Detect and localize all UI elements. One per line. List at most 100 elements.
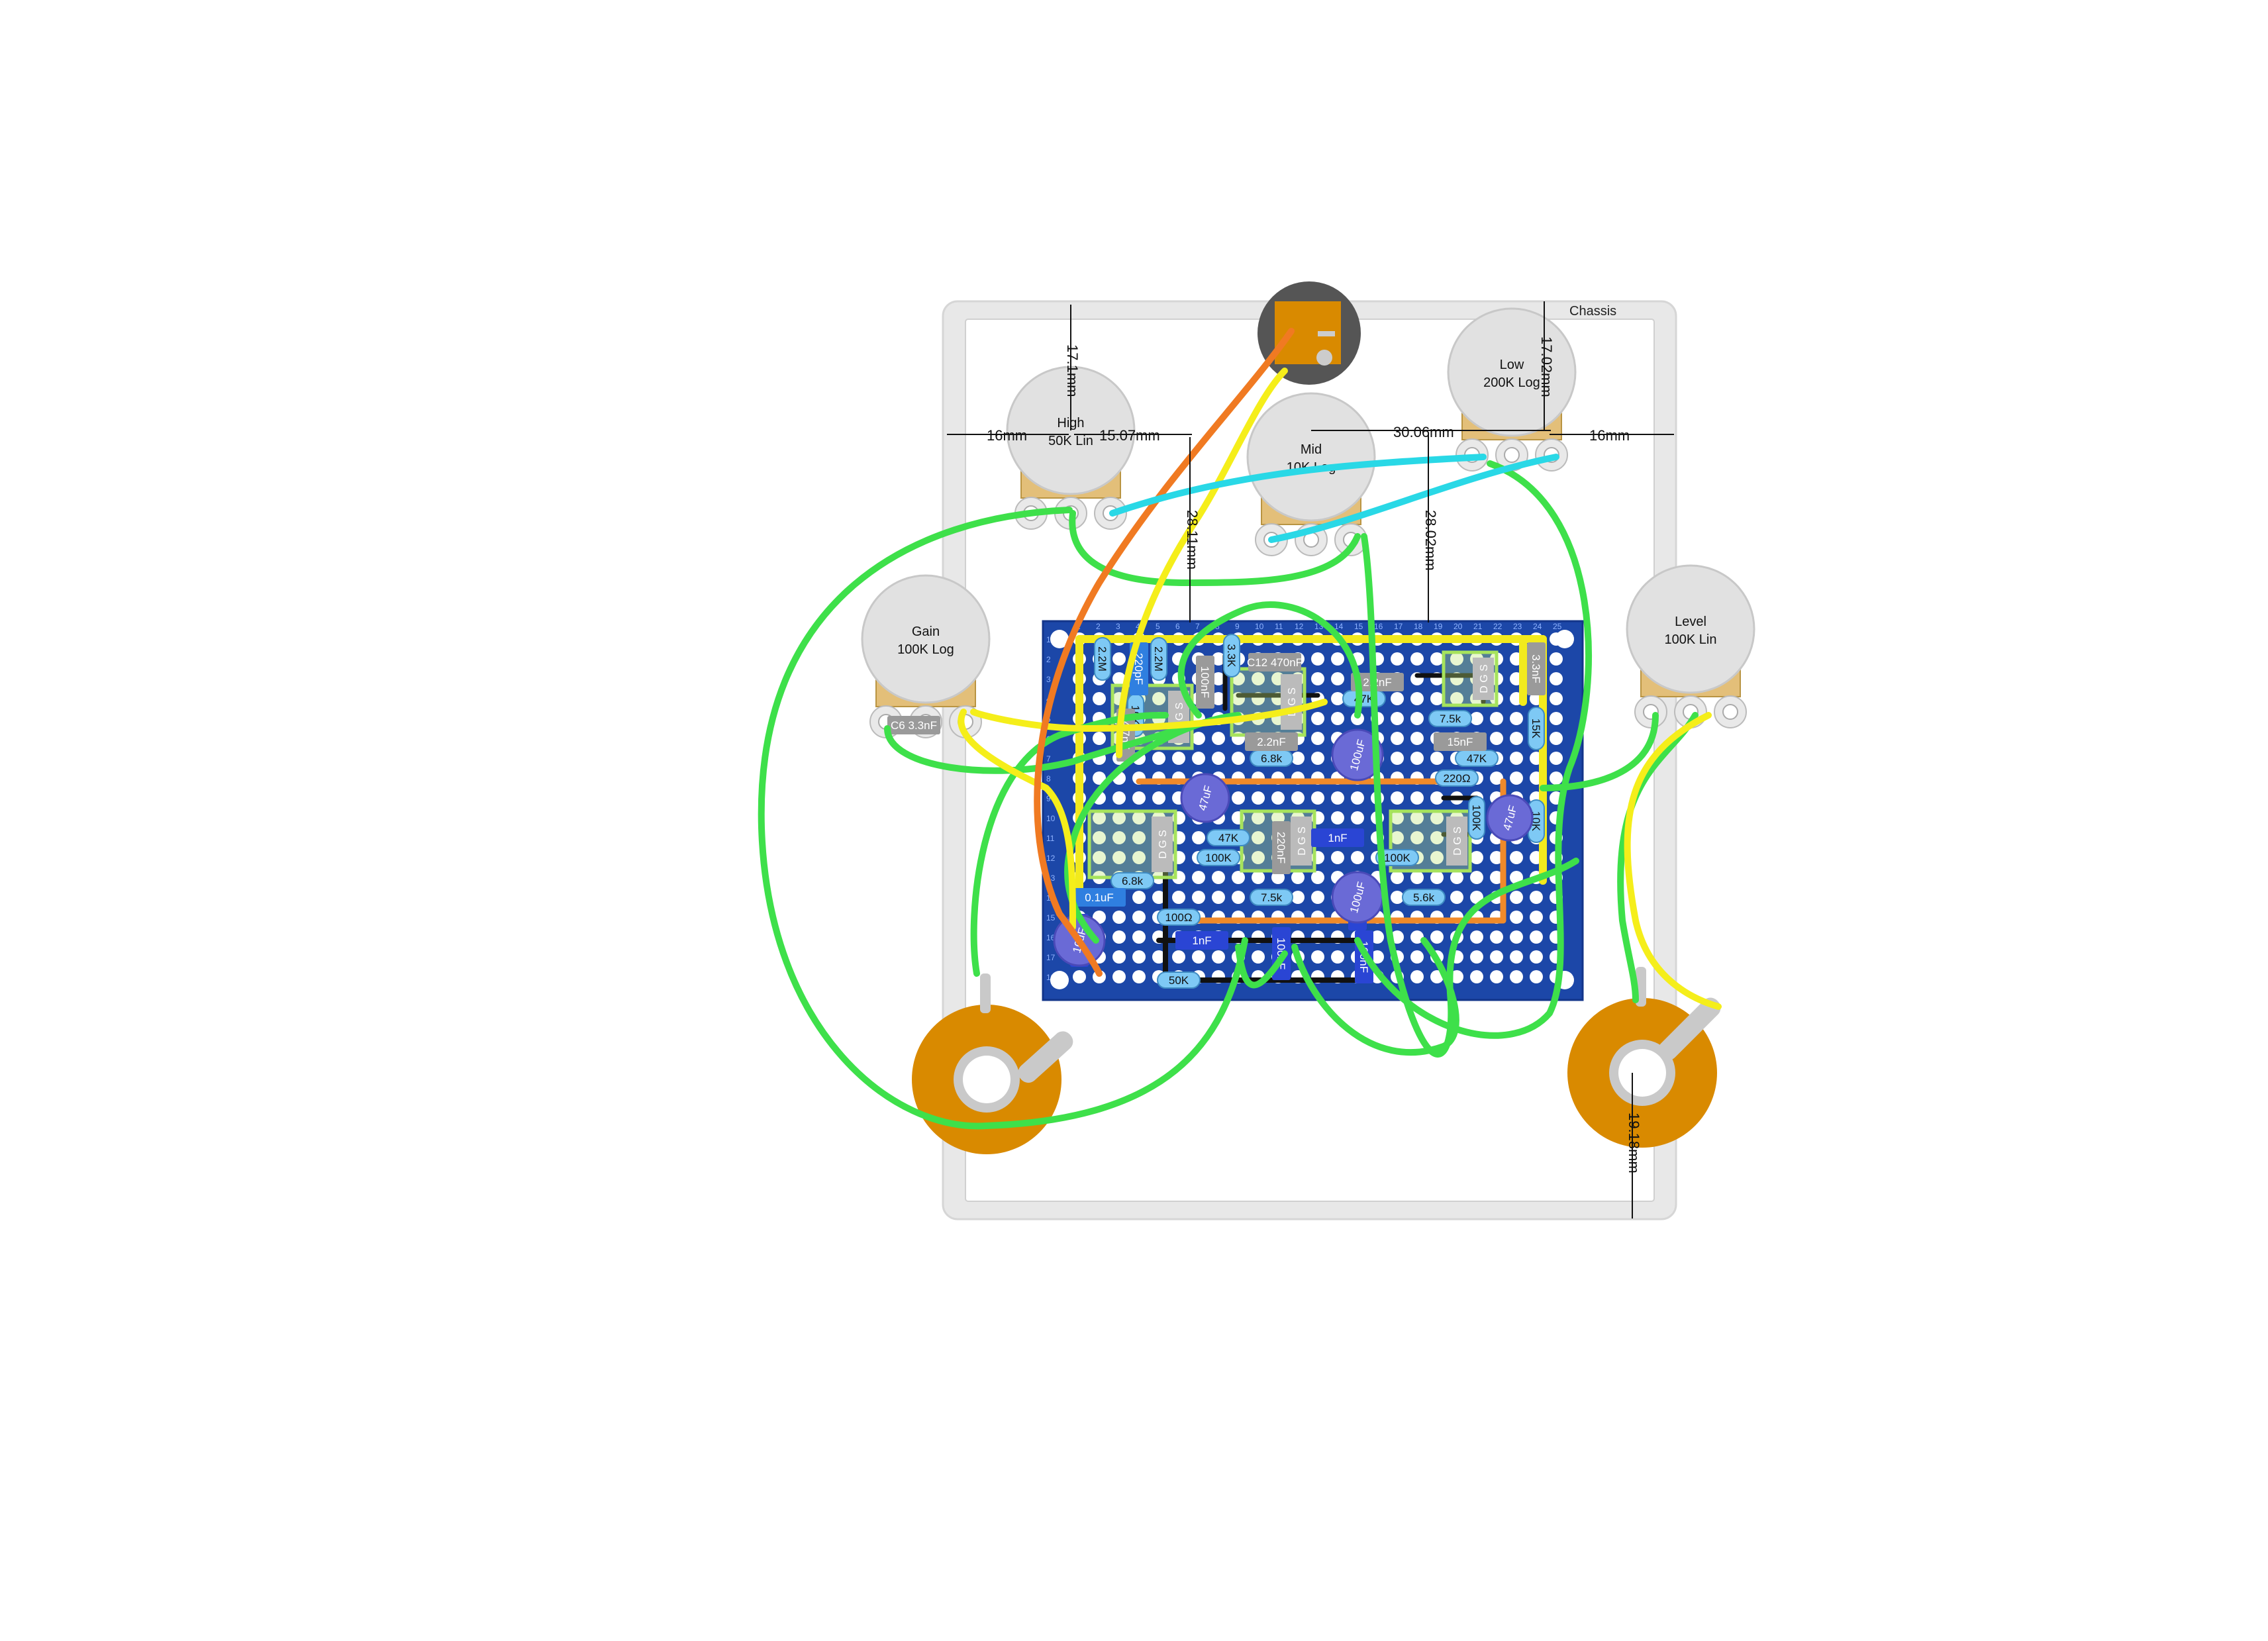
resistor-label: 5.6k [1413, 891, 1435, 904]
board-row-number: 11 [1046, 834, 1055, 843]
resistor-label: 2.2M [1152, 646, 1165, 671]
resistor-body [1375, 849, 1419, 866]
jfet-body [1281, 674, 1302, 730]
electrolytic-capacitor: 100uF [1331, 871, 1384, 924]
resistor-label: 47K [1218, 832, 1239, 844]
film-capacitor: 100nF [1196, 656, 1214, 709]
resistor-label: 6.8k [1261, 752, 1283, 765]
capacitor-label: C12 470nF [1247, 656, 1303, 669]
input-jack [912, 973, 1073, 1154]
board-hole [1371, 950, 1384, 964]
board-hole [1391, 692, 1404, 705]
jfet-pin-label: D G S [1158, 830, 1169, 859]
mounting-hole [1050, 971, 1069, 989]
board-hole [1311, 732, 1324, 745]
board-hole [1530, 950, 1543, 964]
board-hole [1331, 791, 1344, 805]
jfet: D G S [1442, 650, 1499, 707]
resistor: 2.2M [1094, 637, 1111, 681]
resistor: 47K [1342, 690, 1386, 707]
dimension-label: 17.02mm [1538, 336, 1555, 397]
capacitor-body [1486, 794, 1534, 842]
board-hole [1410, 732, 1424, 745]
resistor-label: 100K [1205, 852, 1232, 864]
capacitor-body [1175, 931, 1228, 950]
capacitor-label: 100nF [1199, 666, 1211, 698]
board-hole [1093, 831, 1106, 844]
board-hole [1311, 871, 1324, 884]
board-hole [1510, 871, 1523, 884]
resistor: 5.6k [1402, 889, 1446, 906]
resistor: 6.8k [1110, 872, 1154, 889]
capacitor-label: 220nF [1275, 832, 1287, 864]
board-row-number: 1 [1046, 635, 1051, 644]
resistor-label: 50K [1169, 974, 1189, 987]
pot-name: Mid [1301, 442, 1322, 457]
board-hole [1252, 831, 1265, 844]
capacitor-label: 1nF [1192, 934, 1211, 947]
film-capacitor: C12 470nF [1247, 653, 1303, 671]
board-hole [1410, 652, 1424, 666]
film-capacitor: 0.1uF [1073, 888, 1126, 907]
resistor-body [1197, 849, 1240, 866]
board-hole [1311, 712, 1324, 725]
board-hole [1510, 732, 1523, 745]
board-hole [1311, 752, 1324, 765]
resistor-label: 3.3K [1225, 644, 1238, 668]
film-capacitor: 2.2nF [1245, 732, 1298, 751]
dimension-annotations [947, 301, 1674, 1218]
board-hole [1391, 891, 1404, 904]
pot-value: 100K Log [897, 642, 954, 657]
pot-gain: Gain 100K Log [861, 574, 991, 738]
pot-knob [1626, 564, 1755, 694]
dimension-label: 28.02mm [1422, 510, 1439, 571]
capacitor-label: 15nF [1448, 736, 1473, 748]
board-hole [1430, 791, 1444, 805]
jfet: D G S [1230, 667, 1307, 737]
board-hole [1152, 950, 1165, 964]
board-hole [1351, 851, 1364, 864]
board-hole [1391, 652, 1404, 666]
board-hole [1550, 712, 1563, 725]
board-hole [1530, 970, 1543, 983]
board-hole [1430, 851, 1444, 864]
board-hole [1252, 851, 1265, 864]
board-hole [1391, 811, 1404, 824]
board-hole [1430, 871, 1444, 884]
resistor: 100Ω [1157, 909, 1201, 926]
pot-value: 200K Log [1483, 375, 1540, 390]
resistor-label: 220Ω [1443, 772, 1470, 785]
capacitor-label: 2.2nF [1257, 736, 1285, 748]
board-hole [1311, 672, 1324, 685]
board-hole [1093, 851, 1106, 864]
pot-name: Gain [912, 624, 940, 639]
board-hole [1490, 771, 1503, 785]
board-hole [1212, 692, 1225, 705]
board-hole [1391, 831, 1404, 844]
resistor-label: 47K [1467, 752, 1487, 765]
board-hole [1112, 950, 1126, 964]
board-hole [1510, 970, 1523, 983]
board-hole [1192, 732, 1205, 745]
resistor-body [1157, 971, 1201, 989]
board-hole [1331, 950, 1344, 964]
capacitor-body [1434, 732, 1487, 751]
board-column-number: 15 [1354, 622, 1363, 631]
board-hole [1470, 930, 1483, 944]
board-hole [1410, 871, 1424, 884]
board-hole [1510, 891, 1523, 904]
board-hole [1311, 791, 1324, 805]
board-hole [1490, 851, 1503, 864]
board-row-number: 16 [1046, 933, 1056, 942]
board-hole [1311, 652, 1324, 666]
board-hole [1093, 692, 1106, 705]
board-hole [1331, 692, 1344, 705]
film-capacitor: 1nF [1311, 828, 1364, 847]
dimension-label: 30.06mm [1393, 424, 1454, 440]
jfet: D G S [1087, 809, 1177, 879]
board-row-number: 8 [1046, 774, 1051, 783]
jfet-body [1446, 817, 1467, 866]
board-hole [1112, 970, 1126, 983]
board-hole [1073, 970, 1086, 983]
board-column-number: 23 [1513, 622, 1522, 631]
